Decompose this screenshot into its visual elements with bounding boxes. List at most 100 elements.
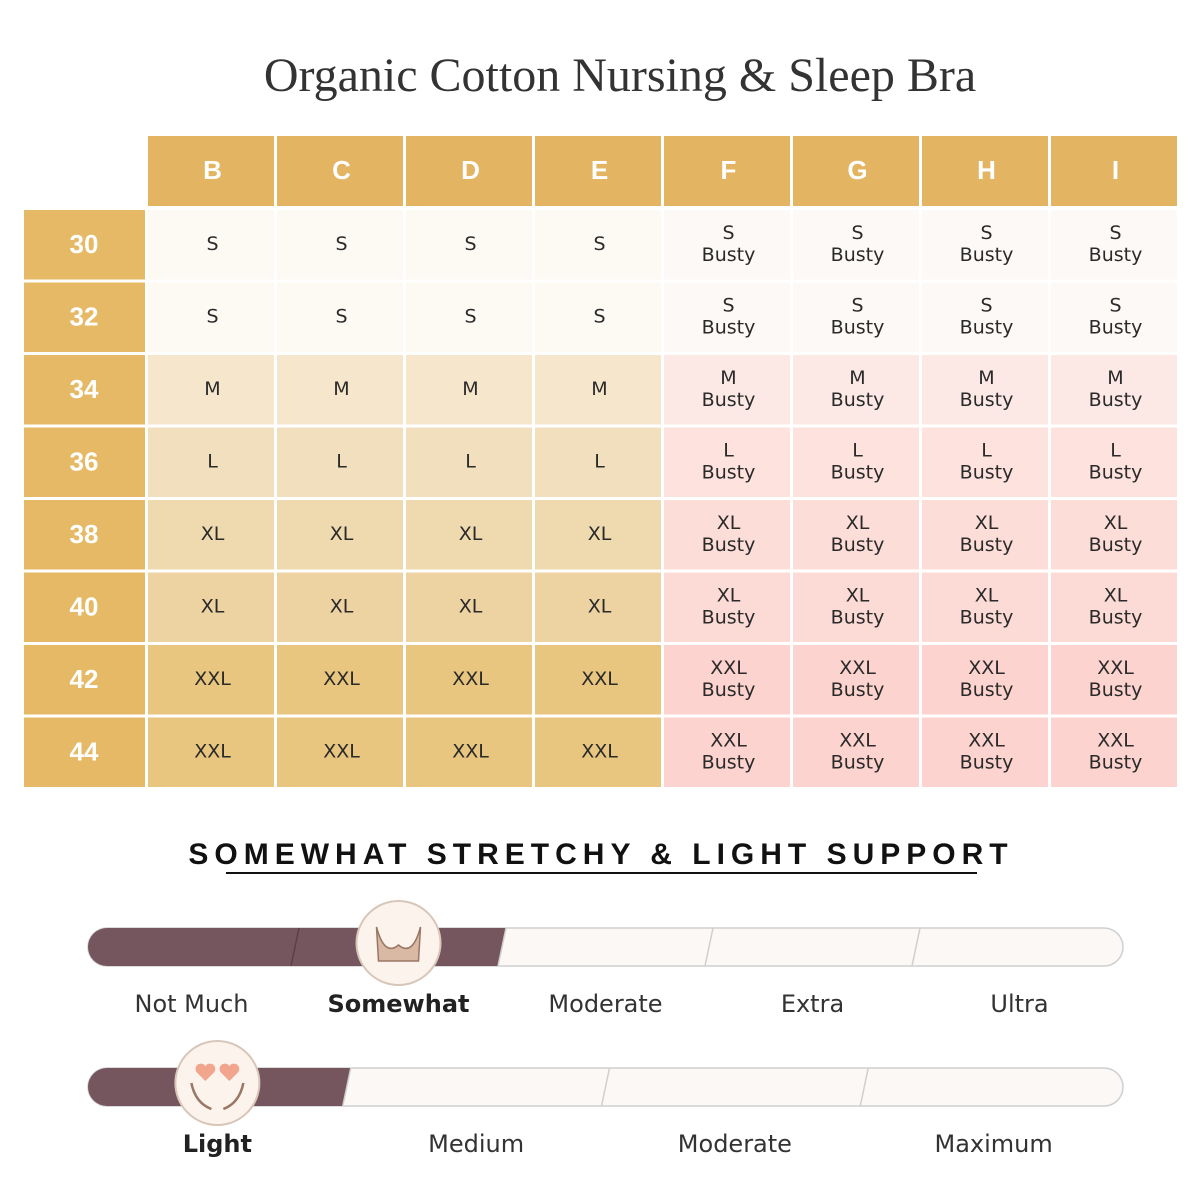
column-header: I bbox=[1112, 155, 1119, 185]
cell-bg bbox=[664, 717, 790, 787]
cell-text: XXL bbox=[323, 740, 360, 762]
row-header-bg bbox=[24, 282, 145, 352]
cell-text: S bbox=[593, 233, 605, 255]
cell-text: XL bbox=[1104, 584, 1128, 606]
cell-text: M bbox=[462, 378, 478, 400]
cell-bg bbox=[535, 500, 661, 570]
heart-icon bbox=[195, 1063, 240, 1081]
scale-label: Moderate bbox=[548, 990, 662, 1018]
cell-text: M bbox=[333, 378, 349, 400]
cell-text: Busty bbox=[831, 534, 885, 556]
cell-text: XXL bbox=[194, 668, 231, 690]
cell-text: S bbox=[980, 294, 992, 316]
row-header-bg bbox=[24, 210, 145, 280]
cell-text: XXL bbox=[839, 657, 876, 679]
cell-text: XXL bbox=[968, 729, 1005, 751]
cell-text: XL bbox=[330, 523, 354, 545]
cell-text: Busty bbox=[960, 534, 1014, 556]
scale-divider bbox=[704, 927, 714, 967]
cell-bg bbox=[793, 427, 919, 497]
cell-text: Busty bbox=[831, 244, 885, 266]
cell-text: XXL bbox=[452, 668, 489, 690]
cell-text: XL bbox=[201, 595, 225, 617]
cell-bg bbox=[1051, 717, 1177, 787]
cell-text: S bbox=[464, 305, 476, 327]
cell-bg bbox=[148, 355, 274, 425]
row-header: 32 bbox=[70, 302, 99, 332]
cell-text: S bbox=[335, 233, 347, 255]
cell-text: XL bbox=[588, 523, 612, 545]
column-header-bg bbox=[535, 136, 661, 206]
cell-text: XL bbox=[717, 584, 741, 606]
cell-bg bbox=[1051, 355, 1177, 425]
cell-bg bbox=[922, 500, 1048, 570]
cell-text: Busty bbox=[831, 461, 885, 483]
cell-text: Busty bbox=[702, 316, 756, 338]
scale-label: Maximum bbox=[934, 1130, 1052, 1158]
row-header-bg bbox=[24, 572, 145, 642]
cell-bg bbox=[1051, 427, 1177, 497]
cell-text: M bbox=[849, 367, 865, 389]
cell-bg bbox=[277, 500, 403, 570]
cell-bg bbox=[148, 210, 274, 280]
cell-bg bbox=[535, 572, 661, 642]
scale-label: Moderate bbox=[678, 1130, 792, 1158]
cell-bg bbox=[922, 355, 1048, 425]
cell-bg bbox=[277, 210, 403, 280]
cell-text: XL bbox=[201, 523, 225, 545]
cell-bg bbox=[1051, 282, 1177, 352]
cell-text: Busty bbox=[960, 606, 1014, 628]
column-header: C bbox=[332, 155, 351, 185]
cell-text: XXL bbox=[710, 729, 747, 751]
column-header: E bbox=[591, 155, 608, 185]
cell-bg bbox=[664, 500, 790, 570]
cell-text: Busty bbox=[1089, 244, 1143, 266]
cell-bg bbox=[406, 355, 532, 425]
title: Organic Cotton Nursing & Sleep Bra bbox=[264, 49, 976, 102]
cell-text: S bbox=[593, 305, 605, 327]
cell-bg bbox=[277, 572, 403, 642]
cell-text: M bbox=[1107, 367, 1123, 389]
cell-text: S bbox=[980, 222, 992, 244]
row-header-bg bbox=[24, 355, 145, 425]
cell-text: XXL bbox=[194, 740, 231, 762]
cell-text: XL bbox=[975, 512, 999, 534]
cell-bg bbox=[277, 645, 403, 715]
row-header: 34 bbox=[70, 374, 99, 404]
row-header: 36 bbox=[70, 447, 99, 477]
cell-text: XXL bbox=[710, 657, 747, 679]
cell-text: L bbox=[465, 450, 476, 472]
cell-text: Busty bbox=[1089, 751, 1143, 773]
cell-bg bbox=[406, 500, 532, 570]
cell-bg bbox=[1051, 572, 1177, 642]
cell-text: Busty bbox=[702, 461, 756, 483]
cell-text: S bbox=[206, 233, 218, 255]
cell-bg bbox=[664, 355, 790, 425]
cell-text: Busty bbox=[1089, 606, 1143, 628]
cell-bg bbox=[664, 210, 790, 280]
row-header: 38 bbox=[70, 519, 99, 549]
row-header-bg bbox=[24, 500, 145, 570]
cell-text: Busty bbox=[960, 461, 1014, 483]
cell-bg bbox=[793, 210, 919, 280]
cell-text: XL bbox=[717, 512, 741, 534]
cell-text: Busty bbox=[702, 679, 756, 701]
cell-text: XXL bbox=[839, 729, 876, 751]
cell-text: M bbox=[591, 378, 607, 400]
cell-bg bbox=[277, 717, 403, 787]
cell-bg bbox=[148, 427, 274, 497]
column-header-bg bbox=[148, 136, 274, 206]
bra-icon bbox=[375, 926, 422, 962]
column-header: H bbox=[977, 155, 996, 185]
scale-label: Not Much bbox=[135, 990, 249, 1018]
row-header-bg bbox=[24, 717, 145, 787]
cell-bg bbox=[535, 282, 661, 352]
cell-bg bbox=[922, 572, 1048, 642]
cell-bg bbox=[793, 355, 919, 425]
column-header-bg bbox=[922, 136, 1048, 206]
cell-text: Busty bbox=[960, 389, 1014, 411]
cell-bg bbox=[793, 500, 919, 570]
scale-divider bbox=[859, 1067, 869, 1107]
scale-divider bbox=[342, 1067, 352, 1107]
